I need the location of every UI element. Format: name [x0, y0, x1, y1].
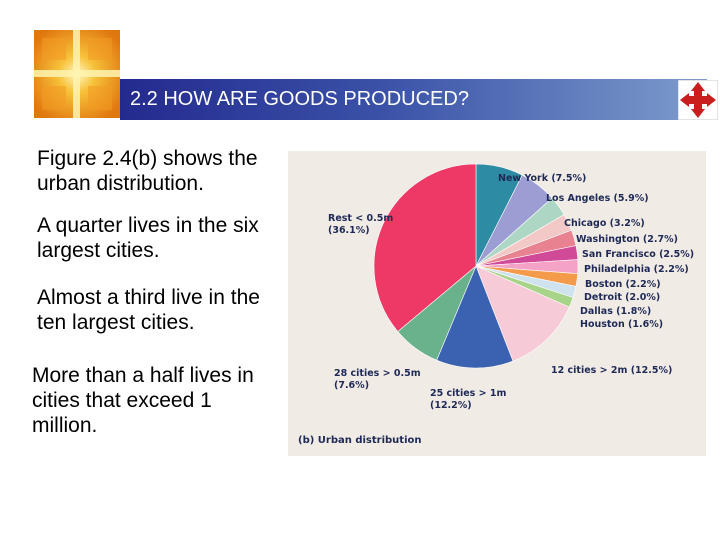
- pie-label-dallas: Dallas (1.8%): [580, 306, 651, 317]
- pie-label-boston: Boston (2.2%): [585, 279, 661, 290]
- pie-label-new-york: New York (7.5%): [498, 173, 586, 184]
- pie-label-rest-0-5m: Rest < 0.5m (36.1%): [328, 213, 393, 236]
- pie-slice-12-cities-2m: [475, 265, 570, 362]
- chart-caption: (b) Urban distribution: [298, 435, 422, 446]
- pie-label-chicago: Chicago (3.2%): [564, 218, 645, 229]
- pie-label-detroit: Detroit (2.0%): [584, 292, 660, 303]
- pie-label-25-cities-1m: 25 cities > 1m (12.2%): [430, 388, 506, 411]
- paragraph-ten-largest-cities: Almost a third live in the ten largest c…: [37, 286, 260, 334]
- pie-label-28-cities-0-5m: 28 cities > 0.5m (7.6%): [334, 368, 421, 391]
- pie-label-12-cities-2m: 12 cities > 2m (12.5%): [551, 365, 672, 376]
- pie-label-san-francisco: San Francisco (2.5%): [582, 249, 694, 260]
- paragraph-six-largest-cities: A quarter lives in the six largest citie…: [37, 214, 259, 262]
- urban-distribution-pie-chart: New York (7.5%) Los Angeles (5.9%) Chicago…: [288, 151, 706, 456]
- pie-slice-rest-0-5m: [373, 163, 477, 332]
- title-bar: 2.2 HOW ARE GOODS PRODUCED?: [120, 79, 707, 120]
- pie-label-philadelphia: Philadelphia (2.2%): [584, 264, 689, 275]
- red-four-arrow-navigation-icon[interactable]: [677, 79, 719, 121]
- paragraph-cities-over-million: More than a half lives in cities that ex…: [32, 364, 254, 437]
- pie-label-los-angeles: Los Angeles (5.9%): [546, 193, 649, 204]
- pie-chart-svg: New York (7.5%) Los Angeles (5.9%) Chicago…: [298, 163, 694, 446]
- pie-label-houston: Houston (1.6%): [580, 319, 663, 330]
- sunburst-cross-logo: [34, 30, 120, 118]
- slide-title: 2.2 HOW ARE GOODS PRODUCED?: [130, 88, 469, 110]
- pie-label-washington: Washington (2.7%): [576, 234, 678, 245]
- paragraph-figure-reference: Figure 2.4(b) shows the urban distributi…: [37, 147, 258, 195]
- pie-slice-25-cities-1m: [436, 265, 514, 369]
